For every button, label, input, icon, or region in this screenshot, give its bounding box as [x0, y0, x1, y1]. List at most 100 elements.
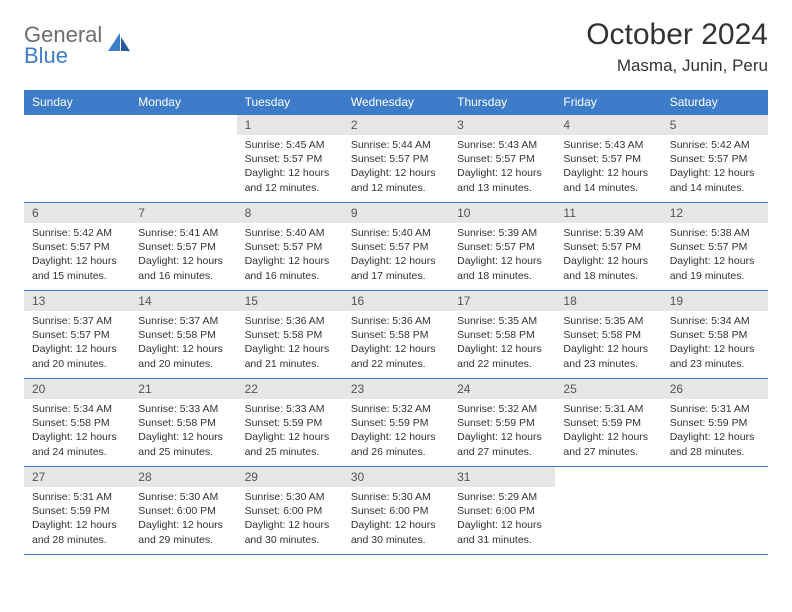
calendar-day-cell: 1Sunrise: 5:45 AMSunset: 5:57 PMDaylight… — [237, 115, 343, 203]
day-number: 18 — [555, 291, 661, 311]
day-details: Sunrise: 5:43 AMSunset: 5:57 PMDaylight:… — [555, 135, 661, 201]
day-number: 17 — [449, 291, 555, 311]
day-number: 6 — [24, 203, 130, 223]
calendar-day-cell: 10Sunrise: 5:39 AMSunset: 5:57 PMDayligh… — [449, 203, 555, 291]
day-details: Sunrise: 5:33 AMSunset: 5:58 PMDaylight:… — [130, 399, 236, 465]
calendar-week-row: 20Sunrise: 5:34 AMSunset: 5:58 PMDayligh… — [24, 379, 768, 467]
day-details: Sunrise: 5:34 AMSunset: 5:58 PMDaylight:… — [24, 399, 130, 465]
calendar-day-cell: .. — [662, 467, 768, 555]
calendar-day-cell: 7Sunrise: 5:41 AMSunset: 5:57 PMDaylight… — [130, 203, 236, 291]
day-details: Sunrise: 5:37 AMSunset: 5:57 PMDaylight:… — [24, 311, 130, 377]
day-number: 11 — [555, 203, 661, 223]
day-number: 3 — [449, 115, 555, 135]
day-details: Sunrise: 5:39 AMSunset: 5:57 PMDaylight:… — [555, 223, 661, 289]
calendar-day-cell: 5Sunrise: 5:42 AMSunset: 5:57 PMDaylight… — [662, 115, 768, 203]
weekday-header: Saturday — [662, 90, 768, 115]
calendar-day-cell: 13Sunrise: 5:37 AMSunset: 5:57 PMDayligh… — [24, 291, 130, 379]
day-details: Sunrise: 5:31 AMSunset: 5:59 PMDaylight:… — [555, 399, 661, 465]
calendar-day-cell: 25Sunrise: 5:31 AMSunset: 5:59 PMDayligh… — [555, 379, 661, 467]
calendar-day-cell: 15Sunrise: 5:36 AMSunset: 5:58 PMDayligh… — [237, 291, 343, 379]
page-header: General Blue October 2024 Masma, Junin, … — [24, 18, 768, 76]
calendar-week-row: ....1Sunrise: 5:45 AMSunset: 5:57 PMDayl… — [24, 115, 768, 203]
day-details: Sunrise: 5:43 AMSunset: 5:57 PMDaylight:… — [449, 135, 555, 201]
day-details: Sunrise: 5:30 AMSunset: 6:00 PMDaylight:… — [343, 487, 449, 553]
day-number: 30 — [343, 467, 449, 487]
day-number: 8 — [237, 203, 343, 223]
weekday-header: Friday — [555, 90, 661, 115]
day-details: Sunrise: 5:30 AMSunset: 6:00 PMDaylight:… — [237, 487, 343, 553]
day-number: 14 — [130, 291, 236, 311]
logo-text: General Blue — [24, 24, 102, 67]
calendar-week-row: 13Sunrise: 5:37 AMSunset: 5:57 PMDayligh… — [24, 291, 768, 379]
weekday-header: Sunday — [24, 90, 130, 115]
calendar-day-cell: 23Sunrise: 5:32 AMSunset: 5:59 PMDayligh… — [343, 379, 449, 467]
day-number: 31 — [449, 467, 555, 487]
calendar-day-cell: 14Sunrise: 5:37 AMSunset: 5:58 PMDayligh… — [130, 291, 236, 379]
day-details: Sunrise: 5:42 AMSunset: 5:57 PMDaylight:… — [24, 223, 130, 289]
weekday-header: Tuesday — [237, 90, 343, 115]
calendar-day-cell: 4Sunrise: 5:43 AMSunset: 5:57 PMDaylight… — [555, 115, 661, 203]
day-details: Sunrise: 5:41 AMSunset: 5:57 PMDaylight:… — [130, 223, 236, 289]
day-number: 13 — [24, 291, 130, 311]
day-number: 20 — [24, 379, 130, 399]
calendar-day-cell: 3Sunrise: 5:43 AMSunset: 5:57 PMDaylight… — [449, 115, 555, 203]
day-number: 12 — [662, 203, 768, 223]
calendar-day-cell: 18Sunrise: 5:35 AMSunset: 5:58 PMDayligh… — [555, 291, 661, 379]
calendar-week-row: 6Sunrise: 5:42 AMSunset: 5:57 PMDaylight… — [24, 203, 768, 291]
day-details: Sunrise: 5:37 AMSunset: 5:58 PMDaylight:… — [130, 311, 236, 377]
calendar-day-cell: 11Sunrise: 5:39 AMSunset: 5:57 PMDayligh… — [555, 203, 661, 291]
day-number: 16 — [343, 291, 449, 311]
day-number: 5 — [662, 115, 768, 135]
day-number: 19 — [662, 291, 768, 311]
day-details: Sunrise: 5:40 AMSunset: 5:57 PMDaylight:… — [343, 223, 449, 289]
calendar-day-cell: 30Sunrise: 5:30 AMSunset: 6:00 PMDayligh… — [343, 467, 449, 555]
month-title: October 2024 — [586, 18, 768, 52]
day-details: Sunrise: 5:40 AMSunset: 5:57 PMDaylight:… — [237, 223, 343, 289]
day-details: Sunrise: 5:31 AMSunset: 5:59 PMDaylight:… — [24, 487, 130, 553]
weekday-header: Thursday — [449, 90, 555, 115]
day-details: Sunrise: 5:32 AMSunset: 5:59 PMDaylight:… — [343, 399, 449, 465]
calendar-day-cell: 2Sunrise: 5:44 AMSunset: 5:57 PMDaylight… — [343, 115, 449, 203]
calendar-day-cell: 12Sunrise: 5:38 AMSunset: 5:57 PMDayligh… — [662, 203, 768, 291]
day-number: 28 — [130, 467, 236, 487]
day-details: Sunrise: 5:39 AMSunset: 5:57 PMDaylight:… — [449, 223, 555, 289]
day-details: Sunrise: 5:35 AMSunset: 5:58 PMDaylight:… — [449, 311, 555, 377]
title-block: October 2024 Masma, Junin, Peru — [586, 18, 768, 76]
day-number: 15 — [237, 291, 343, 311]
calendar-day-cell: .. — [24, 115, 130, 203]
day-details: Sunrise: 5:34 AMSunset: 5:58 PMDaylight:… — [662, 311, 768, 377]
calendar-day-cell: 24Sunrise: 5:32 AMSunset: 5:59 PMDayligh… — [449, 379, 555, 467]
day-number: 2 — [343, 115, 449, 135]
sail-icon — [106, 31, 132, 53]
calendar-day-cell: .. — [130, 115, 236, 203]
calendar-day-cell: 28Sunrise: 5:30 AMSunset: 6:00 PMDayligh… — [130, 467, 236, 555]
calendar-day-cell: 27Sunrise: 5:31 AMSunset: 5:59 PMDayligh… — [24, 467, 130, 555]
day-number: 10 — [449, 203, 555, 223]
calendar-day-cell: 9Sunrise: 5:40 AMSunset: 5:57 PMDaylight… — [343, 203, 449, 291]
day-details: Sunrise: 5:42 AMSunset: 5:57 PMDaylight:… — [662, 135, 768, 201]
day-number: 23 — [343, 379, 449, 399]
calendar-day-cell: 19Sunrise: 5:34 AMSunset: 5:58 PMDayligh… — [662, 291, 768, 379]
day-number: 1 — [237, 115, 343, 135]
day-number: 26 — [662, 379, 768, 399]
calendar-day-cell: 31Sunrise: 5:29 AMSunset: 6:00 PMDayligh… — [449, 467, 555, 555]
calendar-week-row: 27Sunrise: 5:31 AMSunset: 5:59 PMDayligh… — [24, 467, 768, 555]
calendar-day-cell: .. — [555, 467, 661, 555]
calendar-day-cell: 26Sunrise: 5:31 AMSunset: 5:59 PMDayligh… — [662, 379, 768, 467]
day-details: Sunrise: 5:35 AMSunset: 5:58 PMDaylight:… — [555, 311, 661, 377]
calendar-body: ....1Sunrise: 5:45 AMSunset: 5:57 PMDayl… — [24, 115, 768, 555]
day-details: Sunrise: 5:31 AMSunset: 5:59 PMDaylight:… — [662, 399, 768, 465]
calendar-day-cell: 6Sunrise: 5:42 AMSunset: 5:57 PMDaylight… — [24, 203, 130, 291]
calendar-day-cell: 8Sunrise: 5:40 AMSunset: 5:57 PMDaylight… — [237, 203, 343, 291]
day-number: 27 — [24, 467, 130, 487]
day-number: 22 — [237, 379, 343, 399]
day-number: 9 — [343, 203, 449, 223]
day-details: Sunrise: 5:45 AMSunset: 5:57 PMDaylight:… — [237, 135, 343, 201]
day-details: Sunrise: 5:32 AMSunset: 5:59 PMDaylight:… — [449, 399, 555, 465]
day-details: Sunrise: 5:29 AMSunset: 6:00 PMDaylight:… — [449, 487, 555, 553]
logo: General Blue — [24, 18, 132, 67]
weekday-header: Monday — [130, 90, 236, 115]
calendar-day-cell: 16Sunrise: 5:36 AMSunset: 5:58 PMDayligh… — [343, 291, 449, 379]
day-details: Sunrise: 5:36 AMSunset: 5:58 PMDaylight:… — [343, 311, 449, 377]
calendar-day-cell: 22Sunrise: 5:33 AMSunset: 5:59 PMDayligh… — [237, 379, 343, 467]
